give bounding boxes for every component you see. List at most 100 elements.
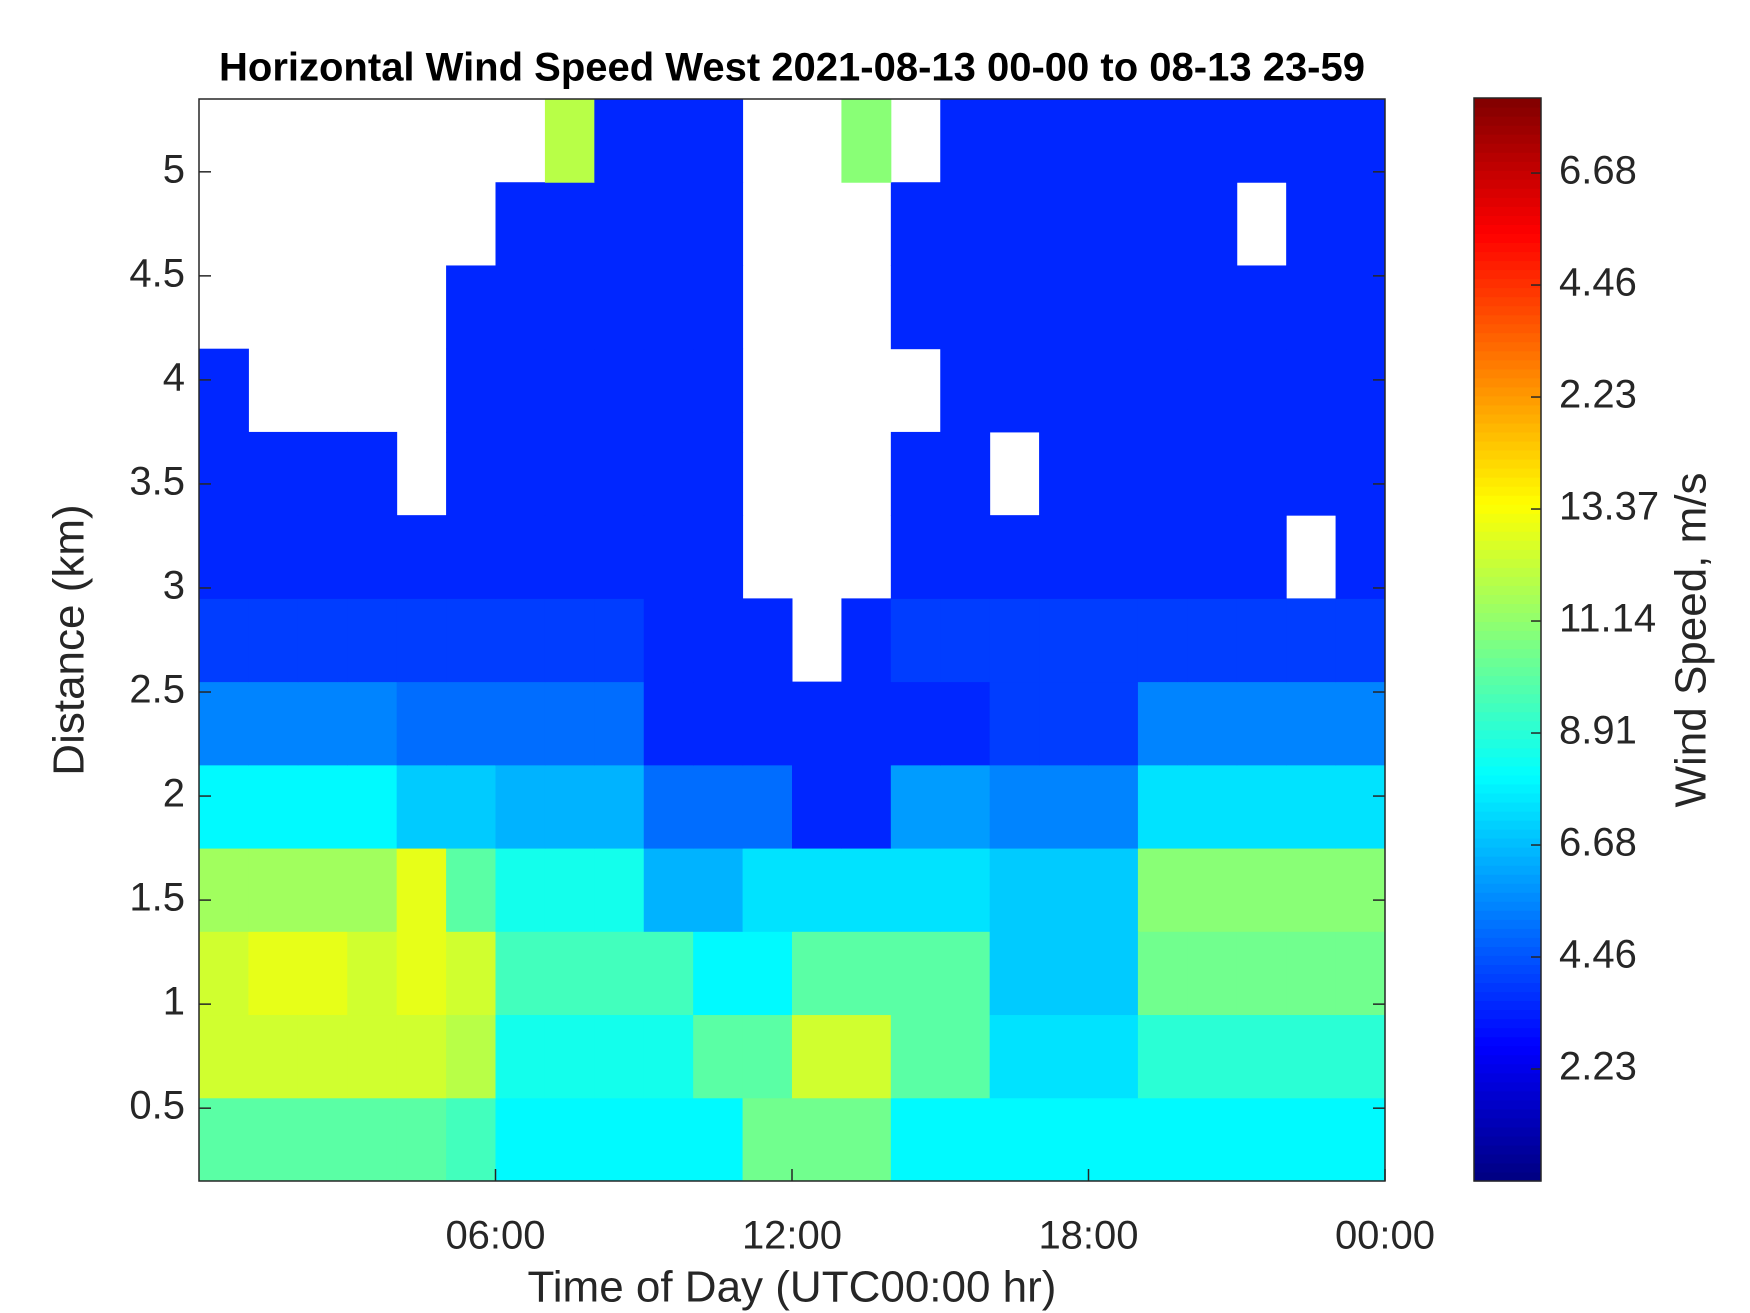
- colorbar-band: [1474, 585, 1541, 595]
- cell: [199, 1014, 249, 1099]
- colorbar-band: [1474, 928, 1541, 938]
- colorbar-band: [1474, 1072, 1541, 1083]
- cell: [643, 598, 694, 683]
- colorbar-band: [1474, 386, 1541, 397]
- cell: [989, 348, 1040, 433]
- cell: [1335, 681, 1386, 766]
- colorbar-band: [1474, 1117, 1541, 1128]
- cell: [594, 182, 645, 266]
- cell: [1286, 1097, 1337, 1182]
- cell: [890, 681, 941, 766]
- cell: [693, 182, 744, 266]
- colorbar-band: [1474, 504, 1541, 514]
- cell: [199, 1097, 249, 1182]
- colorbar-band: [1474, 1153, 1541, 1164]
- cell: [1088, 764, 1139, 849]
- cell: [1088, 598, 1139, 683]
- colorbar-band: [1474, 576, 1541, 586]
- colorbar-band: [1474, 404, 1541, 415]
- cell: [1187, 1097, 1238, 1182]
- colorbar-band: [1474, 540, 1541, 550]
- cell: [1286, 99, 1337, 183]
- colorbar-band: [1474, 801, 1541, 812]
- colorbar-band: [1474, 152, 1541, 162]
- cell: [544, 348, 595, 433]
- y-tick-label: 0.5: [129, 1084, 185, 1128]
- colorbar-band: [1474, 829, 1541, 839]
- colorbar-band: [1474, 648, 1541, 659]
- cell: [1137, 681, 1188, 766]
- colorbar-band: [1474, 161, 1541, 171]
- cell: [1137, 598, 1188, 683]
- cell: [940, 1097, 991, 1182]
- colorbar-band: [1474, 233, 1541, 243]
- cell: [1236, 515, 1287, 599]
- cell: [1137, 348, 1188, 433]
- cell: [594, 431, 645, 516]
- cell: [495, 182, 546, 266]
- cell: [693, 764, 744, 849]
- colorbar-band: [1474, 98, 1541, 108]
- cell: [297, 848, 348, 932]
- colorbar-band: [1474, 206, 1541, 216]
- x-tick-label: 18:00: [1038, 1214, 1138, 1258]
- cell: [1187, 431, 1238, 516]
- cell: [347, 431, 398, 516]
- colorbar-band: [1474, 810, 1541, 821]
- cell: [396, 1014, 447, 1099]
- x-tick-label: 00:00: [1335, 1214, 1435, 1258]
- cell: [544, 764, 595, 849]
- cell: [1137, 182, 1188, 266]
- colorbar-band: [1474, 468, 1541, 478]
- cell: [1088, 515, 1139, 599]
- colorbar-band: [1474, 188, 1541, 198]
- cell: [1088, 848, 1139, 932]
- cell: [989, 764, 1040, 849]
- cell: [297, 764, 348, 849]
- colorbar-band: [1474, 991, 1541, 1002]
- cell: [890, 764, 941, 849]
- colorbar-band: [1474, 1171, 1541, 1182]
- colorbar-tick-label: 8.91: [1559, 709, 1637, 753]
- cell: [396, 515, 447, 599]
- y-tick-label: 1.5: [129, 876, 185, 920]
- colorbar-band: [1474, 1036, 1541, 1047]
- cell: [693, 515, 744, 599]
- cell: [1187, 931, 1238, 1016]
- cell: [890, 1014, 941, 1099]
- colorbar-band: [1474, 901, 1541, 911]
- cell: [841, 764, 892, 849]
- cell: [199, 348, 249, 433]
- cell: [792, 931, 842, 1016]
- cell: [890, 515, 941, 599]
- cell: [940, 598, 991, 683]
- colorbar-band: [1474, 486, 1541, 496]
- cell: [1286, 681, 1337, 766]
- cell: [495, 848, 546, 932]
- cell: [940, 182, 991, 266]
- y-tick-label: 3: [163, 564, 185, 608]
- colorbar-band: [1474, 847, 1541, 857]
- y-tick-label: 3.5: [129, 460, 185, 504]
- cell: [792, 764, 842, 849]
- cell: [1335, 931, 1386, 1016]
- colorbar-tick-label: 6.68: [1559, 149, 1637, 193]
- colorbar-band: [1474, 783, 1541, 794]
- colorbar-band: [1474, 910, 1541, 920]
- cell: [742, 681, 793, 766]
- cell: [742, 1014, 793, 1099]
- cell: [544, 1014, 595, 1099]
- colorbar-band: [1474, 116, 1541, 126]
- cell: [1236, 931, 1287, 1016]
- cell: [1335, 515, 1386, 599]
- cell: [1187, 598, 1238, 683]
- cell: [643, 1097, 694, 1182]
- cell: [841, 931, 892, 1016]
- cell: [890, 598, 941, 683]
- cell: [1137, 1014, 1188, 1099]
- colorbar-band: [1474, 495, 1541, 505]
- y-axis-label: Distance (km): [45, 504, 94, 775]
- cell: [594, 764, 645, 849]
- cell: [248, 848, 299, 932]
- cell: [199, 598, 249, 683]
